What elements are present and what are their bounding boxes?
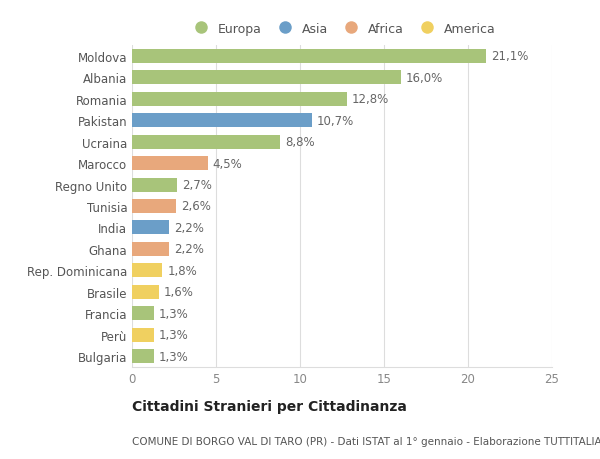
Bar: [132, 135, 280, 149]
Text: 12,8%: 12,8%: [352, 93, 389, 106]
Text: 10,7%: 10,7%: [317, 114, 354, 127]
Bar: [132, 221, 169, 235]
Bar: [132, 157, 208, 171]
Bar: [132, 50, 487, 63]
Text: Cittadini Stranieri per Cittadinanza: Cittadini Stranieri per Cittadinanza: [132, 399, 407, 413]
Legend: Europa, Asia, Africa, America: Europa, Asia, Africa, America: [185, 20, 499, 38]
Bar: [132, 242, 169, 256]
Text: 1,6%: 1,6%: [164, 286, 194, 299]
Text: COMUNE DI BORGO VAL DI TARO (PR) - Dati ISTAT al 1° gennaio - Elaborazione TUTTI: COMUNE DI BORGO VAL DI TARO (PR) - Dati …: [132, 436, 600, 446]
Text: 2,7%: 2,7%: [182, 179, 212, 191]
Text: 8,8%: 8,8%: [285, 136, 314, 149]
Bar: [132, 92, 347, 106]
Text: 1,3%: 1,3%: [159, 329, 188, 341]
Text: 1,3%: 1,3%: [159, 350, 188, 363]
Bar: [132, 285, 159, 299]
Text: 16,0%: 16,0%: [406, 72, 443, 84]
Bar: [132, 328, 154, 342]
Text: 21,1%: 21,1%: [491, 50, 529, 63]
Bar: [132, 350, 154, 364]
Text: 4,5%: 4,5%: [212, 157, 242, 170]
Text: 1,8%: 1,8%: [167, 264, 197, 277]
Text: 2,2%: 2,2%: [174, 222, 204, 235]
Text: 2,2%: 2,2%: [174, 243, 204, 256]
Text: 2,6%: 2,6%: [181, 200, 211, 213]
Bar: [132, 307, 154, 320]
Bar: [132, 264, 162, 278]
Bar: [132, 114, 312, 128]
Text: 1,3%: 1,3%: [159, 307, 188, 320]
Bar: [132, 178, 178, 192]
Bar: [132, 200, 176, 213]
Bar: [132, 71, 401, 85]
